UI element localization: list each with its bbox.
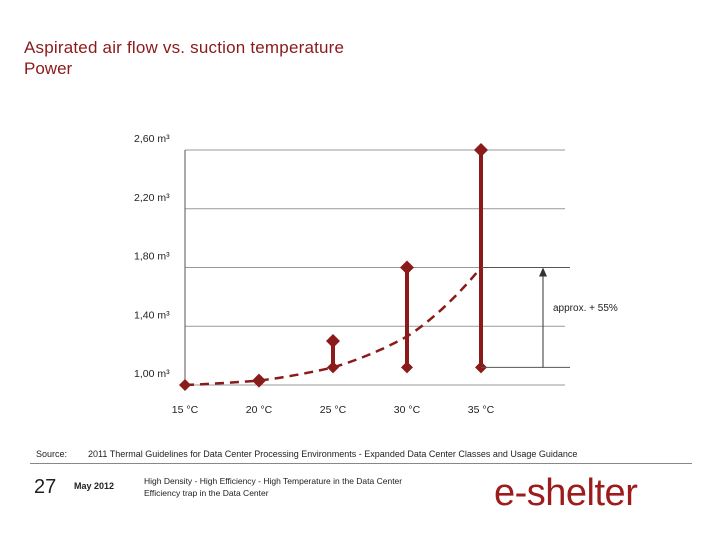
data-point-marker: [401, 361, 413, 374]
source-text: 2011 Thermal Guidelines for Data Center …: [88, 449, 578, 459]
footer-divider: [30, 463, 692, 464]
annotation-label: approx. + 55%: [553, 303, 618, 314]
x-tick-label: 15 °C: [172, 404, 199, 416]
annotation-arrow-head: [539, 267, 547, 277]
page-subtitle: Power: [24, 59, 73, 78]
footer-presentation-title: High Density - High Efficiency - High Te…: [144, 476, 403, 486]
page-title: Aspirated air flow vs. suction temperatu…: [24, 38, 345, 57]
data-point-marker: [326, 333, 340, 348]
footer-presentation-subtitle: Efficiency trap in the Data Center: [144, 488, 269, 498]
data-point-marker: [327, 361, 339, 374]
airflow-chart: 2,60 m³ 2,20 m³ 1,80 m³ 1,40 m³ 1,00 m³ 15 °C…: [134, 133, 618, 416]
y-tick-label: 2,20 m³: [134, 192, 170, 204]
y-tick-label: 2,60 m³: [134, 133, 170, 145]
data-point-marker: [474, 143, 488, 157]
footer-date: May 2012: [74, 481, 115, 491]
data-point-marker: [400, 260, 414, 275]
x-tick-label: 30 °C: [394, 404, 421, 416]
data-point-marker: [252, 373, 266, 388]
y-tick-label: 1,80 m³: [134, 251, 170, 263]
x-tick-label: 25 °C: [320, 404, 347, 416]
e-shelter-logo: e-shelter: [494, 472, 638, 514]
x-tick-label: 35 °C: [468, 404, 495, 416]
y-tick-label: 1,00 m³: [134, 368, 170, 380]
y-tick-label: 1,40 m³: [134, 309, 170, 321]
x-tick-label: 20 °C: [246, 404, 273, 416]
data-point-marker: [179, 379, 191, 391]
source-label: Source:: [36, 449, 68, 459]
page-number: 27: [34, 476, 57, 498]
